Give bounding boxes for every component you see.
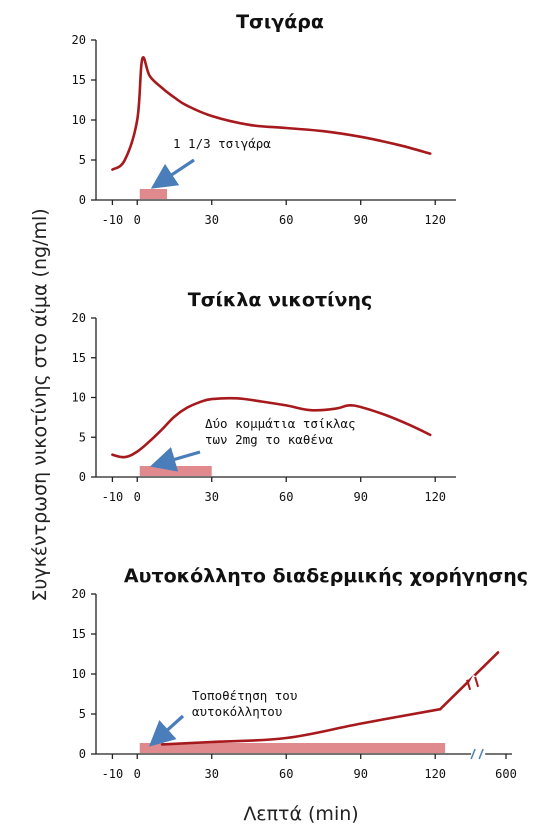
series-line (111, 56, 432, 171)
chart-panel: Τσίκλα νικοτίνης 0 5 10 15 20 -10 0 30 60 90 120 Δύο… (72, 289, 456, 504)
y-tick-label: 10 (72, 113, 86, 127)
annotation-text: αυτοκόλλητου (192, 704, 282, 719)
chart-title: Τσίκλα νικοτίνης (188, 289, 373, 311)
annotation-arrow (149, 447, 201, 472)
y-tick-label: 10 (72, 391, 86, 405)
x-tick-label: 60 (279, 490, 293, 504)
y-tick-label: 15 (72, 73, 86, 87)
x-tick-label: 0 (134, 767, 141, 781)
x-tick-label: -10 (102, 490, 124, 504)
y-axis-label: Συγκέντρωση νικοτίνης στο αίμα (ng/ml) (29, 208, 51, 601)
x-tick-label: 60 (279, 767, 293, 781)
x-tick-label: 120 (424, 213, 446, 227)
annotation-text: 1 1/3 τσιγάρα (173, 136, 271, 151)
dosing-bar (139, 743, 446, 753)
annotation-text: Τοποθέτηση του (192, 688, 297, 703)
y-tick-label: 20 (72, 33, 86, 47)
x-tick-label: 120 (424, 490, 446, 504)
y-tick-label: 0 (79, 470, 86, 484)
series-line (111, 396, 432, 459)
y-tick-label: 0 (79, 747, 86, 761)
x-tick-label: 90 (353, 767, 367, 781)
x-tick-label: 90 (353, 490, 367, 504)
annotation-arrow (148, 714, 185, 747)
annotation-text: Δύο κομμάτια τσίκλας (205, 416, 356, 431)
axis-break-mark (470, 748, 484, 760)
y-tick-label: 5 (79, 707, 86, 721)
y-tick-label: 15 (72, 627, 86, 641)
chart-panel: Αυτοκόλλητο διαδερμικής χορήγησης 0 5 10 15 2… (72, 565, 529, 781)
x-tick-label: 600 (495, 767, 517, 781)
y-tick-label: 15 (72, 351, 86, 365)
series-line (438, 651, 500, 711)
x-tick-label: -10 (102, 767, 124, 781)
x-tick-label: 30 (205, 767, 219, 781)
x-tick-label: 60 (279, 213, 293, 227)
x-tick-label: 0 (134, 213, 141, 227)
x-tick-label: 90 (353, 213, 367, 227)
y-tick-label: 20 (72, 311, 86, 325)
x-tick-label: -10 (102, 213, 124, 227)
x-tick-label: 120 (424, 767, 446, 781)
y-tick-label: 10 (72, 667, 86, 681)
x-tick-label: 0 (134, 490, 141, 504)
curve-break-mark (466, 676, 480, 691)
chart-panel: Τσιγάρα 0 5 10 15 20 -10 0 30 60 90 120 1 1/3 τσιγάρ… (72, 11, 456, 227)
dosing-bar (139, 189, 168, 199)
y-tick-label: 20 (72, 587, 86, 601)
y-tick-label: 5 (79, 153, 86, 167)
dosing-bar (139, 466, 212, 476)
chart-title: Αυτοκόλλητο διαδερμικής χορήγησης (124, 565, 528, 587)
x-tick-label: 30 (205, 213, 219, 227)
series-line (160, 707, 442, 746)
annotation-text: των 2mg το καθένα (205, 432, 333, 447)
x-axis-label: Λεπτά (min) (243, 803, 358, 825)
chart-title: Τσιγάρα (236, 11, 324, 33)
x-tick-label: 30 (205, 490, 219, 504)
y-tick-label: 5 (79, 430, 86, 444)
annotation-arrow (150, 158, 195, 189)
y-tick-label: 0 (79, 193, 86, 207)
